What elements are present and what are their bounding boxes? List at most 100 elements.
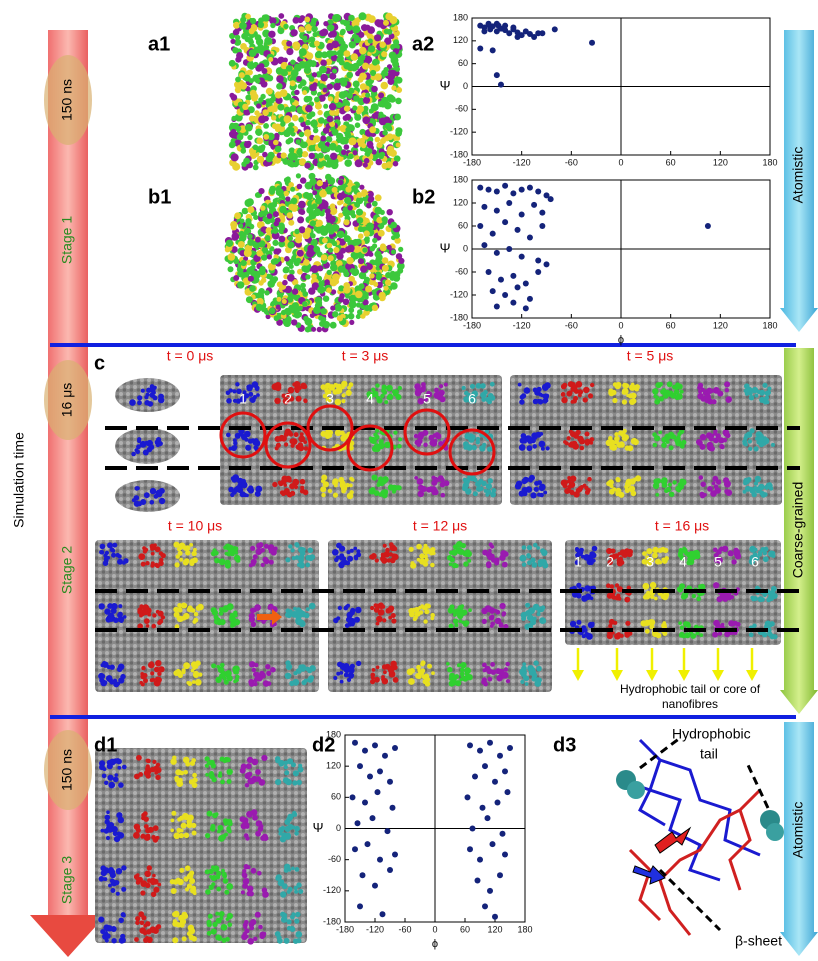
atom [258, 240, 266, 248]
atom [295, 139, 301, 145]
atom [483, 390, 488, 395]
atom [230, 128, 237, 135]
atom [393, 430, 398, 435]
atom [236, 133, 244, 141]
atom [233, 275, 240, 281]
atom [485, 483, 492, 490]
atom [707, 445, 712, 451]
atom [183, 662, 191, 670]
atom [139, 920, 145, 926]
atom [292, 17, 300, 24]
atom [536, 398, 541, 404]
atom [220, 779, 225, 785]
atom [699, 433, 707, 441]
atom [488, 553, 495, 560]
atom [336, 542, 342, 549]
atom [679, 555, 685, 561]
atom [521, 545, 527, 550]
atom [278, 240, 286, 248]
atom [498, 668, 505, 676]
atom [258, 188, 265, 195]
atom [387, 484, 395, 491]
atom [226, 603, 234, 611]
atom [317, 152, 324, 159]
atom [103, 680, 108, 685]
strand-arrow [654, 826, 692, 854]
point [539, 223, 546, 229]
point [481, 203, 488, 210]
atom [246, 810, 253, 818]
y-tick-label: 60 [458, 58, 468, 68]
atom [389, 16, 398, 25]
atom [524, 682, 529, 686]
atom [321, 492, 326, 498]
atom [137, 395, 143, 401]
atom [231, 115, 237, 121]
atom [158, 557, 164, 563]
atom [266, 213, 273, 219]
atom [243, 833, 249, 839]
point [506, 246, 513, 252]
annotation: nanofibres [662, 697, 718, 711]
point [489, 288, 496, 295]
point [485, 186, 492, 193]
atom [620, 431, 626, 438]
atom [235, 382, 240, 387]
atom [590, 382, 595, 388]
atom [139, 613, 143, 618]
atom [158, 666, 165, 673]
atom [260, 254, 268, 261]
atom [712, 631, 719, 638]
atom [377, 480, 382, 486]
atom [102, 767, 107, 771]
atom [154, 770, 159, 775]
atom [227, 922, 233, 928]
atom [247, 757, 253, 763]
point [514, 226, 521, 233]
atom [262, 29, 271, 38]
atom [460, 662, 467, 669]
atom [584, 585, 591, 592]
atom [272, 481, 278, 488]
atom [348, 87, 355, 94]
atom [579, 547, 584, 553]
panel-label: c [94, 352, 105, 374]
atom [263, 558, 270, 565]
atom [647, 619, 654, 625]
atom [458, 610, 465, 617]
atom [691, 593, 696, 599]
atom [255, 830, 261, 837]
atom [267, 132, 275, 141]
atom [275, 874, 282, 881]
atom [322, 321, 331, 329]
atom [226, 818, 233, 825]
atom [391, 249, 396, 255]
atom [250, 264, 256, 270]
atom [103, 924, 110, 931]
atom [99, 673, 106, 679]
atom [343, 144, 350, 150]
atom [171, 810, 177, 816]
atom [642, 582, 650, 590]
atom [381, 51, 388, 58]
atom [419, 386, 426, 393]
atom [234, 212, 242, 220]
atom [248, 485, 254, 491]
y-tick-label: 0 [336, 823, 341, 833]
atom [377, 610, 384, 616]
atom [680, 594, 687, 600]
atom [317, 109, 323, 116]
atom [251, 758, 259, 766]
atom [295, 543, 300, 548]
atom [767, 386, 772, 391]
atom [158, 618, 164, 624]
atom [335, 555, 340, 560]
atom [281, 475, 288, 482]
slab [95, 540, 319, 692]
atom [616, 632, 621, 637]
atom [723, 432, 728, 437]
atom [221, 606, 229, 613]
atom [287, 241, 295, 249]
atom [260, 835, 266, 841]
atom [655, 492, 660, 497]
